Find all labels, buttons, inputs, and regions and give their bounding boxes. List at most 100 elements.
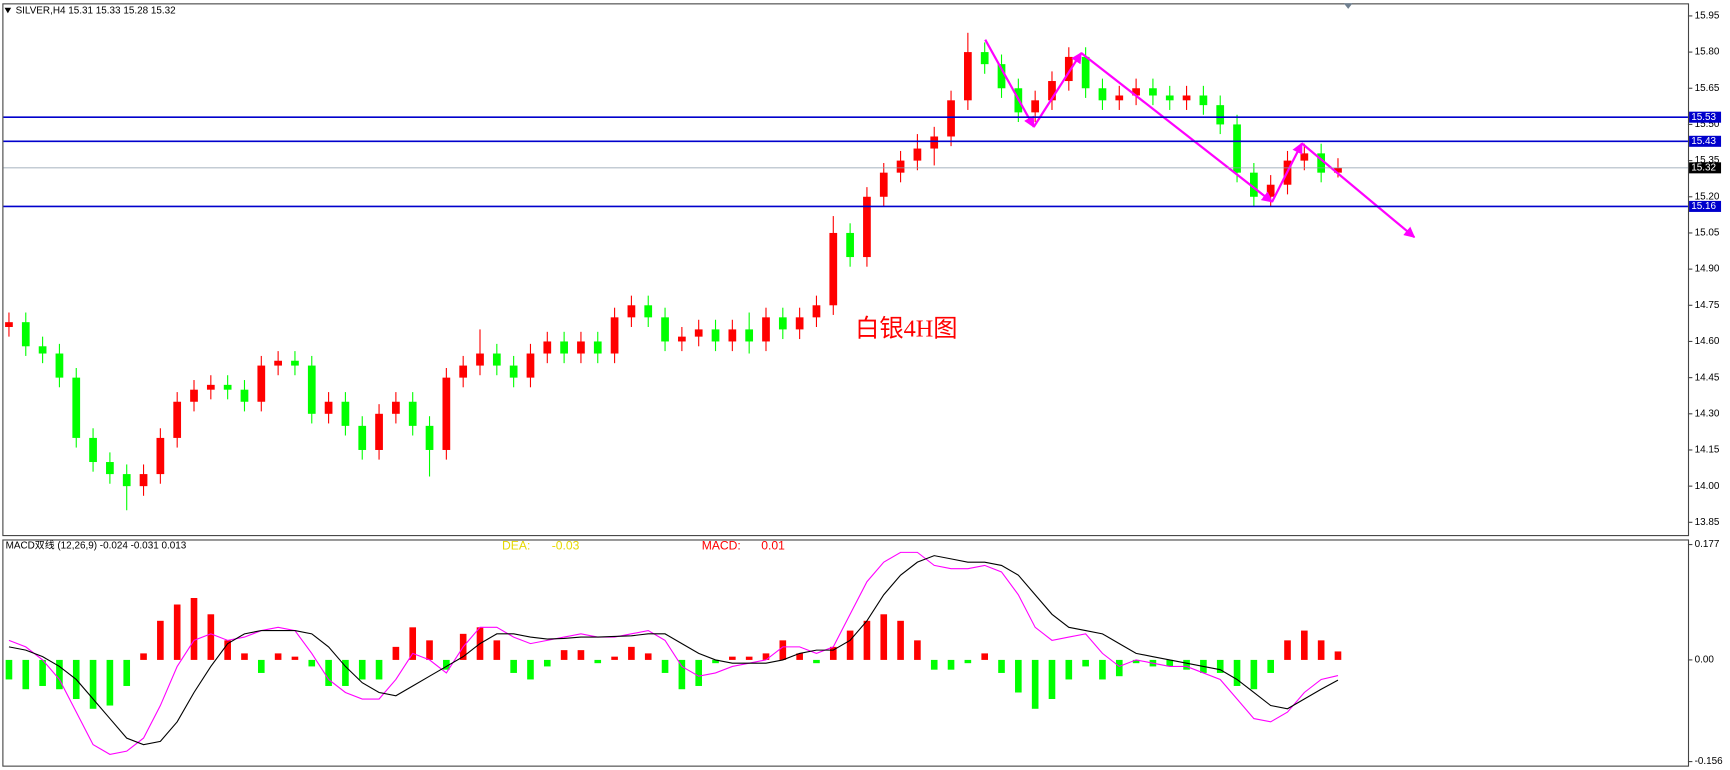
candle-body	[492, 353, 501, 366]
candle-body	[257, 365, 266, 402]
macd-bar	[1317, 640, 1325, 660]
macd-bar	[1015, 659, 1022, 693]
y-tick-label: 14.75	[1695, 300, 1720, 311]
candle-body	[593, 341, 602, 354]
candle-body	[341, 401, 350, 426]
candle-body	[1182, 95, 1191, 101]
macd-bar	[628, 646, 635, 660]
candle-body	[543, 341, 552, 354]
candle-body	[644, 305, 653, 318]
candle-body	[324, 401, 333, 414]
candle-body	[879, 172, 888, 197]
macd-bar	[1082, 659, 1089, 667]
candle-body	[442, 377, 451, 450]
macd-bar	[325, 659, 332, 686]
macd-bar	[5, 659, 13, 680]
candle-body	[964, 52, 972, 101]
macd-bar	[712, 659, 719, 664]
y-tick-label: 0.00	[1695, 655, 1715, 666]
macd-bar	[274, 653, 282, 660]
candle-body	[156, 437, 165, 475]
macd-bar	[678, 659, 686, 690]
candle-body	[678, 336, 686, 342]
candle-body	[392, 401, 400, 414]
macd-bar	[998, 659, 1005, 673]
macd-bar	[1216, 659, 1224, 673]
trend-arrow	[984, 39, 1035, 128]
macd-bar	[930, 659, 938, 670]
legend-name: DEA:	[502, 538, 530, 552]
macd-bar	[257, 659, 265, 673]
macd-bar	[1233, 659, 1241, 686]
price-panel	[2, 3, 1690, 537]
macd-bar	[123, 659, 131, 686]
candle-body	[1031, 100, 1040, 113]
candle-body	[1115, 95, 1124, 101]
candle-body	[459, 365, 468, 378]
macd-bar	[796, 653, 803, 660]
chart-title: SILVER,H4 15.31 15.33 15.28 15.32	[16, 6, 177, 17]
macd-bar	[661, 659, 669, 673]
macd-bar	[560, 650, 568, 660]
macd-bar	[1115, 659, 1123, 677]
macd-bar	[1031, 659, 1039, 709]
macd-bar	[543, 659, 551, 667]
candle-body	[1250, 172, 1258, 197]
legend-value: -0.03	[552, 538, 580, 552]
macd-bar	[863, 620, 871, 660]
candle-body	[1048, 81, 1056, 101]
macd-bar	[1284, 640, 1291, 660]
candle-body	[1266, 184, 1275, 197]
level-label: 15.43	[1691, 136, 1716, 147]
candle-body	[577, 341, 585, 354]
candle-body	[1317, 153, 1326, 173]
candle-body	[106, 462, 114, 475]
macd-line	[8, 555, 1339, 746]
y-tick-label: 15.50	[1695, 119, 1720, 130]
macd-bar	[981, 653, 989, 660]
candle-body	[694, 329, 703, 337]
candle-body	[206, 384, 215, 390]
candle-body	[627, 305, 636, 318]
shift-marker	[1343, 3, 1353, 9]
candle-body	[1216, 105, 1225, 125]
macd-bar	[644, 653, 652, 660]
candle-body	[358, 425, 367, 450]
y-tick-label: 15.65	[1695, 83, 1720, 94]
macd-bar	[342, 659, 349, 686]
y-tick-label: 14.90	[1695, 264, 1720, 275]
candle-body	[139, 474, 148, 487]
candle-body	[896, 160, 905, 173]
level-label: 15.16	[1691, 201, 1716, 212]
candle-body	[38, 346, 47, 354]
y-tick-label: 15.80	[1695, 47, 1720, 58]
level-label: 15.53	[1691, 112, 1716, 123]
candle-body	[240, 389, 249, 402]
candle-body	[745, 329, 754, 342]
macd-bar	[140, 653, 147, 660]
macd-bar	[762, 653, 770, 660]
y-tick-label: 14.30	[1695, 408, 1720, 419]
macd-bar	[1267, 659, 1274, 673]
level-label-box	[1689, 200, 1722, 212]
macd-bar	[779, 640, 787, 660]
level-label-box	[1689, 135, 1722, 147]
macd-bar	[224, 640, 231, 660]
candle-body	[778, 317, 787, 330]
y-tick-label: 15.35	[1695, 155, 1720, 166]
candle-body	[947, 100, 955, 137]
candle-body	[795, 317, 804, 330]
candle-body	[72, 377, 81, 438]
candle-body	[1334, 167, 1342, 173]
legend-name: MACD:	[702, 538, 741, 552]
macd-bar	[241, 653, 248, 660]
macd-bar	[947, 659, 955, 670]
macd-bar	[493, 640, 501, 660]
y-tick-label: 14.60	[1695, 336, 1720, 347]
macd-bar	[695, 659, 703, 686]
candle-body	[711, 329, 720, 342]
candle-body	[1149, 88, 1157, 96]
y-tick-label: 15.05	[1695, 228, 1720, 239]
macd-panel	[2, 539, 1690, 767]
menu-triangle[interactable]	[4, 7, 12, 14]
